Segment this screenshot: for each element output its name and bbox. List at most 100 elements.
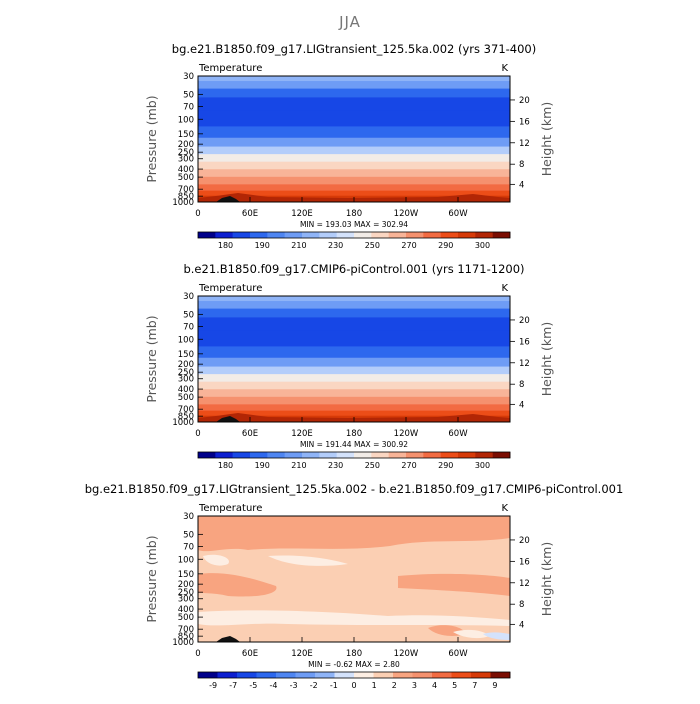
colorbar-swatch	[373, 672, 394, 678]
y-tick-label: 850	[178, 192, 194, 202]
colorbar-label: 180	[218, 461, 233, 470]
colorbar-swatch	[458, 452, 476, 458]
colorbar-swatch	[354, 232, 372, 238]
colorbar-swatch	[393, 672, 413, 678]
colorbar-label: -5	[249, 681, 257, 690]
panel-1: bg.e21.B1850.f09_g17.LIGtransient_125.5k…	[144, 42, 554, 250]
surface-band	[198, 413, 510, 422]
field-band	[198, 161, 510, 170]
colorbar-frame	[197, 671, 511, 679]
field-band	[198, 357, 510, 368]
field-band	[198, 330, 510, 347]
field-band	[198, 81, 510, 90]
stats-label: MIN = 193.03 MAX = 302.94	[300, 220, 408, 229]
y-tick-label: 400	[178, 385, 194, 395]
colorbar-swatch	[250, 452, 268, 458]
y-axis-label: Pressure (mb)	[144, 95, 159, 182]
y-tick-label: 300	[178, 595, 194, 605]
field-band	[198, 346, 510, 359]
x-tick-label: 60E	[242, 649, 258, 659]
y2-tick-label: 16	[519, 337, 530, 347]
colorbar-label: 190	[255, 241, 270, 250]
field-band	[198, 381, 510, 390]
colorbar-swatch	[334, 672, 355, 678]
y2-tick-label: 16	[519, 117, 530, 127]
colorbar-swatch	[256, 672, 277, 678]
colorbar-swatch	[412, 672, 433, 678]
colorbar-label: -2	[310, 681, 318, 690]
colorbar-swatch	[215, 232, 233, 238]
colorbar-swatch	[267, 232, 285, 238]
colorbar-swatch	[423, 452, 441, 458]
colorbar-label: 5	[452, 681, 457, 690]
colorbar-swatch	[354, 452, 372, 458]
colorbar-label: 9	[492, 681, 497, 690]
y-tick-label: 200	[178, 140, 194, 150]
colorbar-label: 230	[328, 241, 343, 250]
y-tick-label: 50	[183, 530, 194, 540]
y2-axis-label: Height (km)	[539, 542, 554, 616]
y-tick-label: 250	[178, 148, 194, 158]
x-tick-label: 120W	[394, 649, 419, 659]
y-tick-label: 250	[178, 588, 194, 598]
y-tick-label: 30	[183, 292, 194, 302]
field-band	[198, 176, 510, 185]
y2-tick-label: 8	[519, 600, 524, 610]
colorbar-label: 250	[365, 241, 380, 250]
temperature-field	[198, 516, 510, 642]
field-band	[198, 137, 510, 148]
colorbar-label: 300	[475, 241, 490, 250]
y-tick-label: 500	[178, 393, 194, 403]
colorbar-swatch	[492, 232, 511, 238]
y2-axis-label: Height (km)	[539, 322, 554, 396]
y-tick-label: 150	[178, 350, 194, 360]
colorbar-swatch	[492, 452, 511, 458]
warm-patch	[198, 573, 277, 597]
y-tick-label: 700	[178, 405, 194, 415]
colorbar-label: 4	[432, 681, 437, 690]
panel-title: bg.e21.B1850.f09_g17.LIGtransient_125.5k…	[85, 482, 624, 496]
y-tick-label: 850	[178, 632, 194, 642]
y2-tick-label: 12	[519, 359, 530, 369]
colorbar-swatch	[423, 232, 441, 238]
colorbar-swatch	[232, 452, 251, 458]
y-tick-label: 30	[183, 72, 194, 82]
y-tick-label: 250	[178, 368, 194, 378]
y-tick-label: 100	[178, 555, 194, 565]
colorbar-swatch	[371, 232, 389, 238]
colorbar-label: -1	[330, 681, 338, 690]
colorbar: 180 190 210 230 250 270 290 300	[197, 231, 511, 250]
y-tick-label: 1000	[172, 198, 194, 208]
y-tick-label: 500	[178, 613, 194, 623]
stats-label: MIN = -0.62 MAX = 2.80	[308, 660, 400, 669]
field-band	[198, 126, 510, 139]
colorbar-swatch	[371, 452, 389, 458]
field-band	[198, 396, 510, 405]
x-tick-label: 120W	[394, 209, 419, 219]
field-band	[198, 410, 510, 417]
y-tick-label: 300	[178, 375, 194, 385]
field-band	[198, 184, 510, 192]
topography	[216, 416, 240, 422]
units-label: K	[501, 63, 508, 74]
x-tick-label: 180	[346, 429, 362, 439]
colorbar-swatch	[250, 232, 268, 238]
y-tick-label: 400	[178, 165, 194, 175]
colorbar-swatch	[388, 452, 407, 458]
y2-tick-label: 20	[519, 536, 530, 546]
y-tick-label: 400	[178, 605, 194, 615]
x-tick-label: 120E	[291, 649, 313, 659]
warm-patch	[398, 573, 510, 596]
field-band	[198, 97, 510, 111]
y-tick-label: 850	[178, 412, 194, 422]
x-tick-label: 120E	[291, 209, 313, 219]
variable-label: Temperature	[198, 503, 262, 514]
y2-tick-label: 20	[519, 96, 530, 106]
y-tick-label: 100	[178, 335, 194, 345]
colorbar-label: 270	[401, 461, 416, 470]
colorbar-label: -4	[269, 681, 277, 690]
panel-3: bg.e21.B1850.f09_g17.LIGtransient_125.5k…	[85, 482, 624, 690]
y2-tick-label: 4	[519, 180, 524, 190]
y-tick-label: 50	[183, 90, 194, 100]
colorbar-swatch	[237, 672, 257, 678]
